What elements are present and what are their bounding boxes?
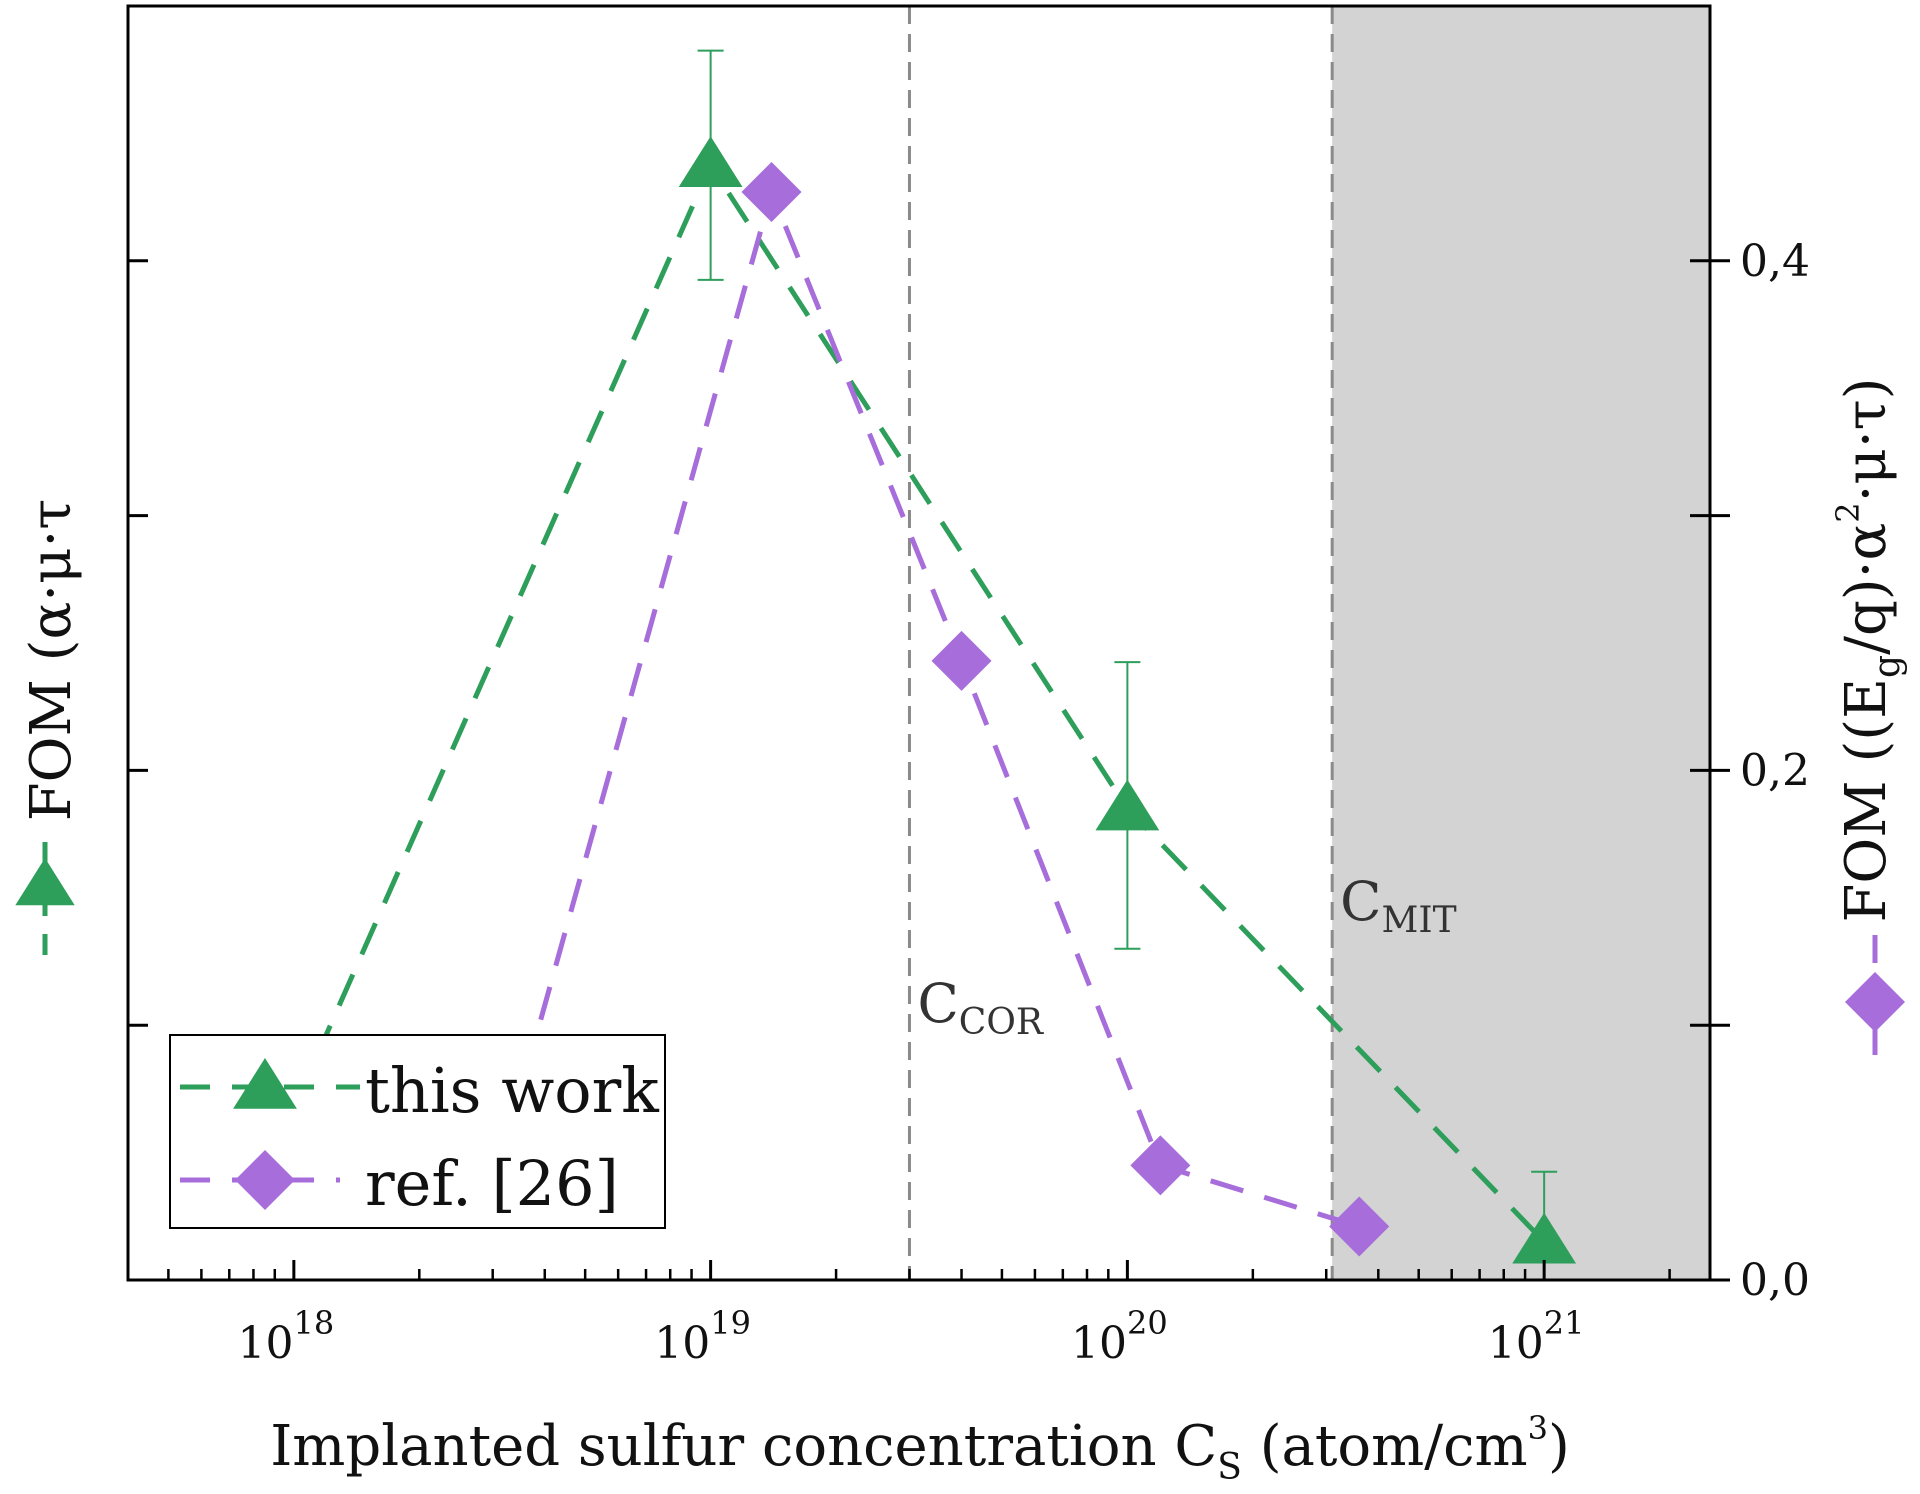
- vline-label-mit: CMIT: [1340, 870, 1456, 941]
- x-tick-label: 1020: [1071, 1304, 1168, 1369]
- left-marker-triangle: [15, 858, 75, 906]
- shaded-region: [1332, 6, 1710, 1280]
- legend-symbol-ref-26: [180, 1150, 340, 1210]
- series-line: [291, 160, 1546, 1244]
- x-axis-title: Implanted sulfur concentration CS (atom/…: [270, 1409, 1570, 1488]
- x-tick-label: 1019: [654, 1304, 751, 1369]
- legend-marker: [235, 1150, 295, 1210]
- x-tick-label: 1021: [1488, 1304, 1585, 1369]
- legend-marker: [233, 1058, 297, 1109]
- data-point-triangle: [1095, 779, 1160, 831]
- axes-layer: 1018 1019 1020 1021 0,0 0,2 0,4: [126, 236, 1810, 1369]
- right-y-tick-label: 0,0: [1740, 1255, 1810, 1306]
- data-point-triangle: [1512, 1212, 1577, 1264]
- right-axis-series-marker: [1845, 935, 1905, 1065]
- data-point-triangle: [678, 136, 743, 187]
- legend-label-ref-26: ref. [26]: [365, 1147, 619, 1220]
- plot-frame: [126, 4, 1712, 1282]
- vline-label-cor: CCOR: [917, 972, 1043, 1043]
- x-tick-label: 1018: [237, 1304, 334, 1369]
- legend-label-this-work: this work: [365, 1054, 659, 1127]
- data-point-diamond: [931, 630, 992, 691]
- legend-symbol-this-work: [180, 1058, 360, 1109]
- left-y-axis-title: FOM (α·μ·τ: [19, 499, 84, 822]
- shaded-region-layer: [1332, 6, 1710, 1280]
- right-y-tick-label: 0,4: [1740, 236, 1810, 287]
- right-y-tick-label: 0,2: [1740, 745, 1810, 796]
- data-point-diamond: [1130, 1135, 1191, 1196]
- right-marker-diamond: [1845, 972, 1905, 1032]
- vertical-lines-layer: CCOR CMIT: [907, 6, 1457, 1280]
- data-point-diamond: [1329, 1196, 1390, 1257]
- left-axis-series-marker: [15, 842, 75, 955]
- right-y-axis-title: FOM ((Eg/q)·α2·μ·τ): [1829, 378, 1908, 923]
- legend: this work ref. [26]: [169, 1034, 666, 1229]
- data-point-diamond: [741, 162, 802, 223]
